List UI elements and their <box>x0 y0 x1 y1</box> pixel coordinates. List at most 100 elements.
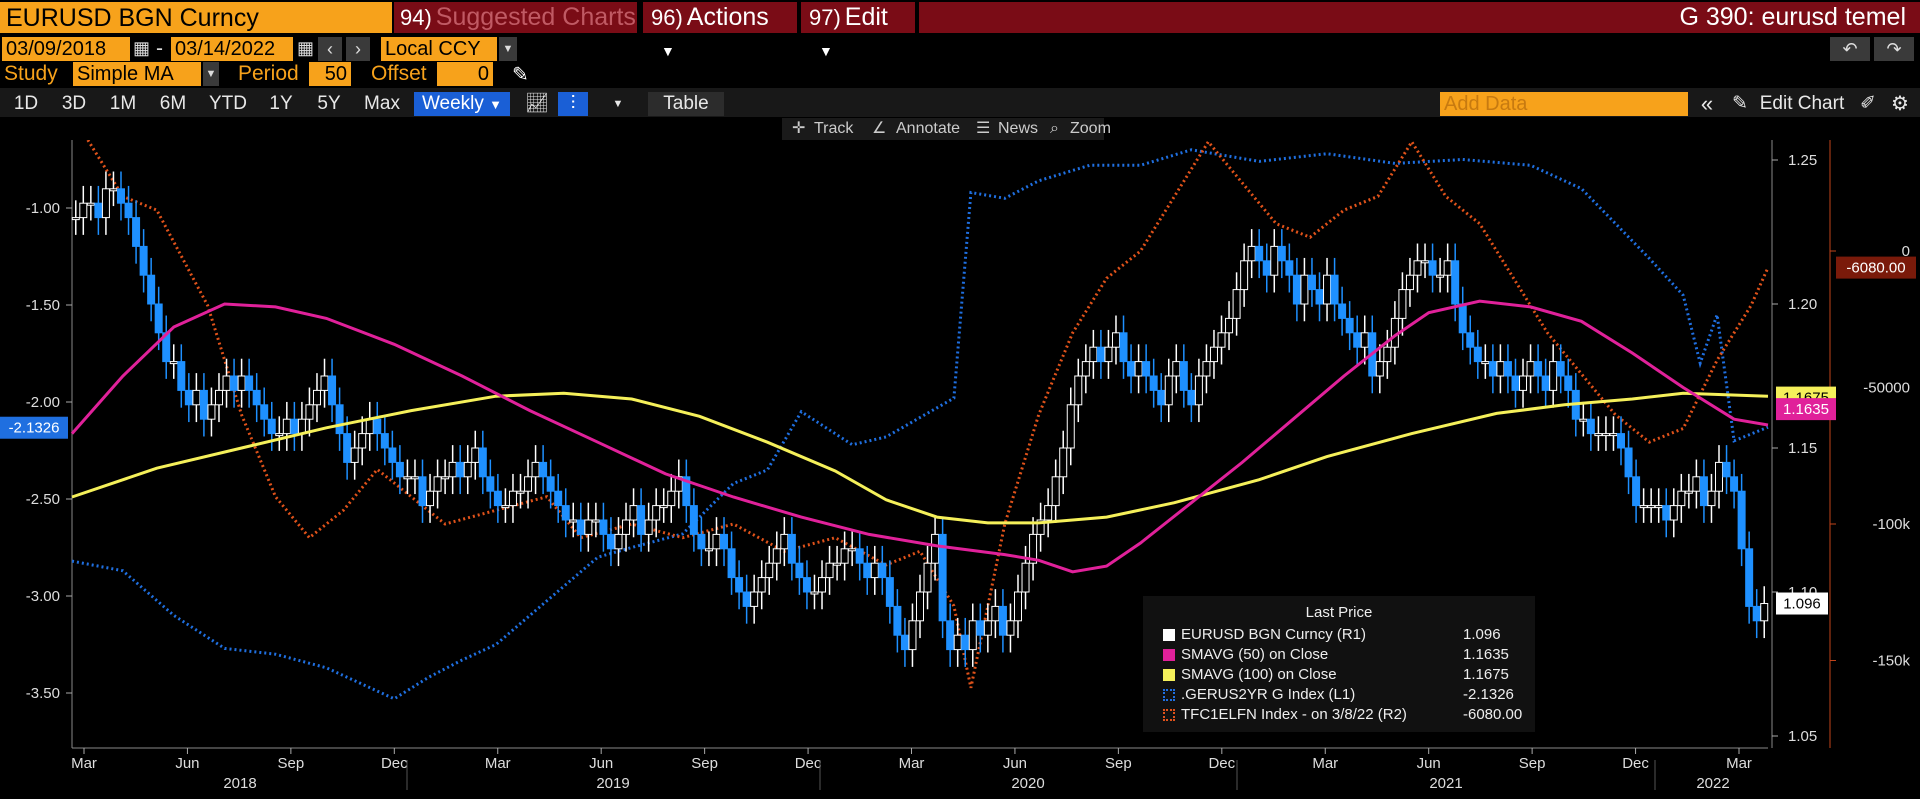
candle-body <box>1624 447 1633 478</box>
period-label: Period <box>238 62 299 85</box>
offset-input[interactable]: 0 <box>437 62 493 86</box>
tf-1d[interactable]: 1D <box>13 93 39 114</box>
badge-sma50: 1.1635 <box>1783 401 1829 418</box>
frequency-select[interactable]: Weekly ▼ <box>414 92 510 116</box>
x-tick-label: Jun <box>589 755 613 772</box>
caret-down-icon[interactable]: ▼ <box>612 98 624 110</box>
end-date-field[interactable]: 03/14/2022 <box>171 37 293 61</box>
candle-body <box>184 389 193 406</box>
crosshair-icon[interactable]: ✛ <box>792 120 806 137</box>
chevron-left-icon[interactable]: ‹ <box>318 37 342 61</box>
candle-body <box>1315 289 1324 305</box>
candle-body <box>1436 274 1445 278</box>
candle-body <box>1556 361 1565 377</box>
edit-chart-button[interactable]: Edit Chart <box>1759 93 1845 114</box>
candle-body <box>991 605 1000 622</box>
period-input[interactable]: 50 <box>309 62 351 86</box>
redo-icon[interactable]: ↷ <box>1874 37 1914 61</box>
menu-edit[interactable]: 97) Edit ▼ <box>801 2 915 59</box>
candle-body <box>1104 346 1113 363</box>
candle-body <box>1496 361 1505 377</box>
currency-select[interactable]: Local CCY <box>381 37 497 61</box>
candle-body <box>637 505 646 535</box>
x-tick-label: Mar <box>899 755 925 772</box>
security-field[interactable]: EURUSD BGN Curncy <box>0 2 392 33</box>
candle-body <box>878 562 887 579</box>
annotate-icon[interactable]: ∠ <box>872 120 887 137</box>
candle-body <box>1684 490 1693 494</box>
chevron-right-icon[interactable]: › <box>346 37 370 61</box>
gear-icon[interactable]: ⚙ <box>1891 93 1909 115</box>
candle-body <box>629 505 638 521</box>
y-tick-label-left: -3.50 <box>26 685 60 702</box>
edit-icon[interactable]: ✐ <box>1860 93 1876 114</box>
y-tick-label-mid: 1.05 <box>1788 728 1817 745</box>
double-chevron-left-icon[interactable]: « <box>1700 91 1714 116</box>
candle-body <box>192 389 201 406</box>
candle-body <box>456 461 465 478</box>
tf-6m[interactable]: 6M <box>159 93 187 114</box>
zoom-icon[interactable]: ⌕ <box>1050 120 1059 137</box>
candle-body <box>735 577 744 593</box>
candle-body <box>539 461 548 478</box>
tf-1y[interactable]: 1Y <box>269 93 293 114</box>
menu-actions[interactable]: 96) Actions ▼ <box>643 2 797 59</box>
caret-down-icon[interactable]: ▼ <box>499 37 517 61</box>
candle-body <box>1111 332 1120 348</box>
candle-body <box>471 447 480 463</box>
zoom-button[interactable]: Zoom <box>1070 120 1111 137</box>
candle-body <box>154 303 163 334</box>
news-button[interactable]: News <box>998 120 1039 137</box>
candle-body <box>1488 361 1497 377</box>
candle-body <box>983 620 992 636</box>
candle-body <box>297 418 306 435</box>
news-icon[interactable]: ☰ <box>976 120 991 137</box>
x-tick-label: Mar <box>1726 755 1752 772</box>
tf-ytd[interactable]: YTD <box>209 93 247 114</box>
study-type-select[interactable]: Simple MA <box>73 62 201 86</box>
line-chart-icon[interactable]: 📈︎ <box>524 93 550 114</box>
price-chart[interactable]: -1.00 -1.50 -2.00 -2.50 -3.00 -3.50 1.25 1.20 1.… <box>0 140 1920 799</box>
candle-body <box>237 375 246 391</box>
caret-down-icon[interactable]: ▼ <box>203 62 219 86</box>
candle-body <box>1134 361 1143 377</box>
candle-body <box>365 418 374 435</box>
candlestick-icon[interactable]: ⫶ <box>558 92 588 116</box>
year-label: 2019 <box>596 775 629 792</box>
menu-suggested-charts[interactable]: 94) Suggested Charts <box>394 2 637 33</box>
candle-body <box>199 389 208 420</box>
tf-1m[interactable]: 1M <box>109 93 137 114</box>
candle-body <box>720 533 729 550</box>
calendar-icon[interactable]: ▦ <box>133 38 151 58</box>
candle-body <box>1451 260 1460 305</box>
tf-3d[interactable]: 3D <box>61 93 87 114</box>
start-date-field[interactable]: 03/09/2018 <box>2 37 130 61</box>
candle-body <box>742 591 751 607</box>
candle-body <box>622 519 631 535</box>
calendar-icon[interactable]: ▦ <box>297 38 315 58</box>
candle-body <box>1752 605 1761 622</box>
candle-body <box>689 505 698 535</box>
candle-body <box>1503 361 1512 377</box>
track-button[interactable]: Track <box>814 120 854 137</box>
undo-icon[interactable]: ↶ <box>1830 37 1870 61</box>
candle-body <box>335 404 344 435</box>
candle-body <box>976 620 985 636</box>
candle-body <box>787 533 796 564</box>
tf-5y[interactable]: 5Y <box>317 93 341 114</box>
y-tick-label-left: -2.00 <box>26 394 60 411</box>
annotate-button[interactable]: Annotate <box>896 120 961 137</box>
legend: Last Price EURUSD BGN Curncy (R1) 1.096 … <box>1143 596 1535 732</box>
candle-body <box>1632 476 1641 507</box>
candle-body <box>1127 361 1136 377</box>
add-data-input[interactable]: Add Data <box>1440 92 1688 116</box>
pencil-icon[interactable]: ✎ <box>1732 93 1748 114</box>
table-button[interactable]: Table <box>648 92 724 116</box>
x-tick-label: Dec <box>795 755 822 772</box>
pencil-icon[interactable]: ✎ <box>512 64 529 86</box>
candle-body <box>388 447 397 463</box>
tf-max[interactable]: Max <box>364 93 400 114</box>
candle-body <box>968 620 977 651</box>
candle-body <box>169 361 178 365</box>
candle-body <box>267 418 276 435</box>
